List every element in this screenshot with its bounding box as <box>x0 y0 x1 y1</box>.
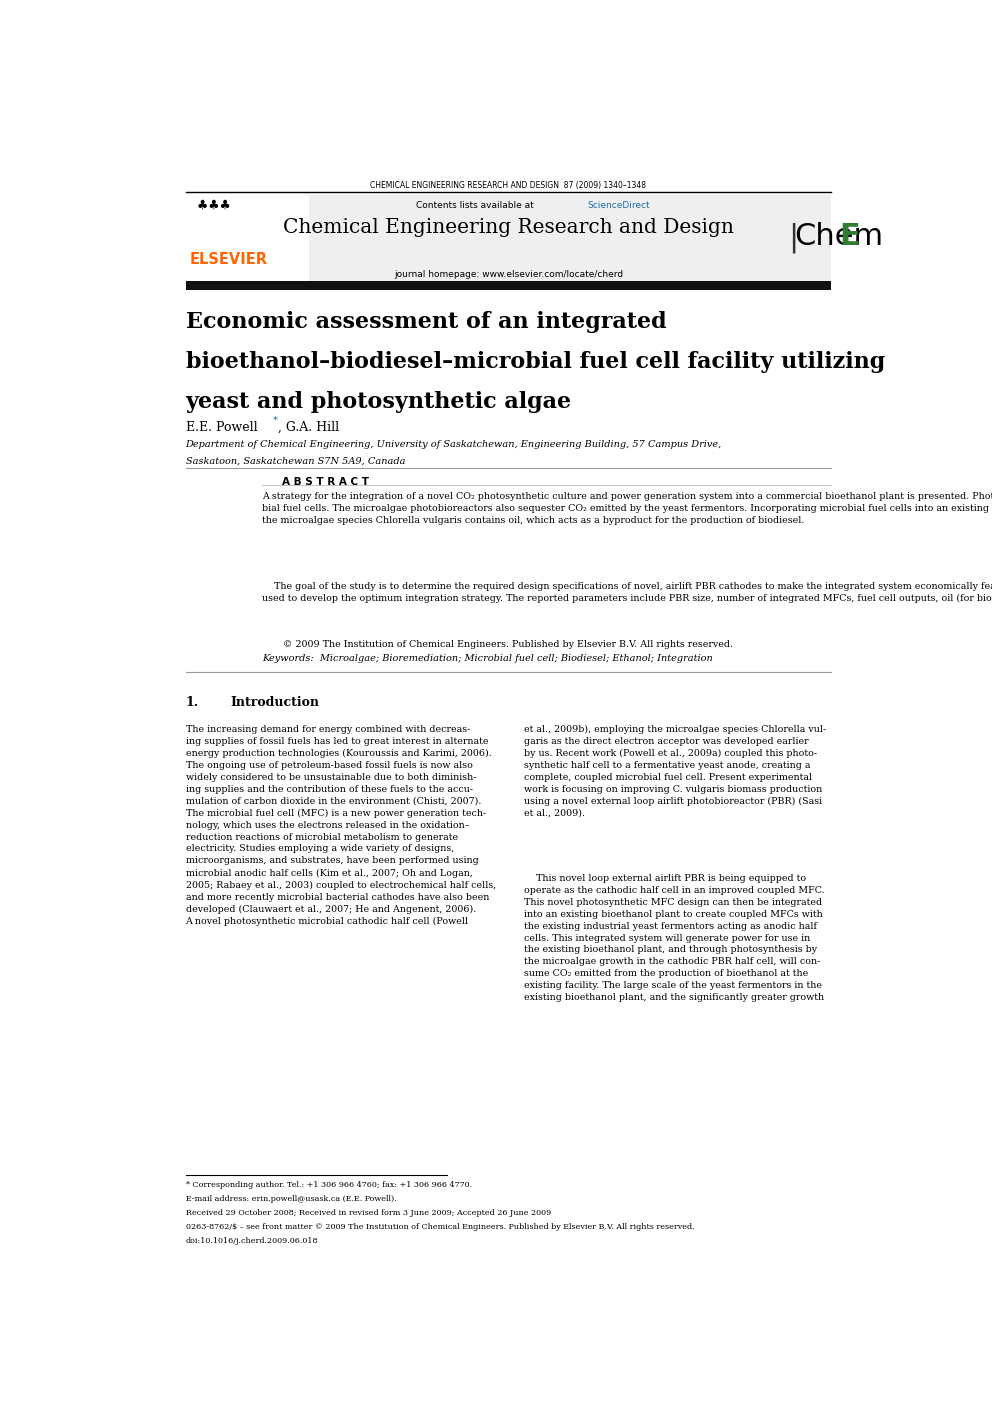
Text: ScienceDirect: ScienceDirect <box>587 201 650 210</box>
Text: This novel loop external airlift PBR is being equipped to
operate as the cathodi: This novel loop external airlift PBR is … <box>524 874 824 1002</box>
Text: Chem: Chem <box>795 222 884 251</box>
Text: The increasing demand for energy combined with decreas-
ing supplies of fossil f: The increasing demand for energy combine… <box>186 725 496 926</box>
Text: CHEMICAL ENGINEERING RESEARCH AND DESIGN  87 (2009) 1340–1348: CHEMICAL ENGINEERING RESEARCH AND DESIGN… <box>370 181 647 191</box>
Text: bioethanol–biodiesel–microbial fuel cell facility utilizing: bioethanol–biodiesel–microbial fuel cell… <box>186 351 885 373</box>
Text: Economic assessment of an integrated: Economic assessment of an integrated <box>186 311 667 333</box>
Text: Contents lists available at: Contents lists available at <box>417 201 537 210</box>
Text: , G.A. Hill: , G.A. Hill <box>278 421 339 434</box>
Text: Department of Chemical Engineering, University of Saskatchewan, Engineering Buil: Department of Chemical Engineering, Univ… <box>186 439 722 449</box>
Text: journal homepage: www.elsevier.com/locate/cherd: journal homepage: www.elsevier.com/locat… <box>394 269 623 279</box>
Text: E.E. Powell: E.E. Powell <box>186 421 257 434</box>
Text: ELSEVIER: ELSEVIER <box>189 251 268 267</box>
Text: Received 29 October 2008; Received in revised form 3 June 2009; Accepted 26 June: Received 29 October 2008; Received in re… <box>186 1209 551 1216</box>
Text: *: * <box>273 415 278 425</box>
Text: * Corresponding author. Tel.: +1 306 966 4760; fax: +1 306 966 4770.: * Corresponding author. Tel.: +1 306 966… <box>186 1180 471 1188</box>
Text: Chemical Engineering Research and Design: Chemical Engineering Research and Design <box>283 217 734 237</box>
Text: yeast and photosynthetic algae: yeast and photosynthetic algae <box>186 391 571 412</box>
Text: Saskatoon, Saskatchewan S7N 5A9, Canada: Saskatoon, Saskatchewan S7N 5A9, Canada <box>186 457 405 466</box>
Text: 1.: 1. <box>186 696 198 709</box>
Bar <box>186 195 831 282</box>
Bar <box>186 195 309 282</box>
Text: E-mail address: erin.powell@usask.ca (E.E. Powell).: E-mail address: erin.powell@usask.ca (E.… <box>186 1195 396 1202</box>
Bar <box>186 281 831 290</box>
Text: E: E <box>839 222 860 251</box>
Text: et al., 2009b), employing the microalgae species Chlorella vul-
garis as the dir: et al., 2009b), employing the microalgae… <box>524 725 826 818</box>
Text: © 2009 The Institution of Chemical Engineers. Published by Elsevier B.V. All rig: © 2009 The Institution of Chemical Engin… <box>284 640 733 650</box>
Text: |: | <box>789 222 799 253</box>
Text: A strategy for the integration of a novel CO₂ photosynthetic culture and power g: A strategy for the integration of a nove… <box>262 492 992 525</box>
Text: A B S T R A C T: A B S T R A C T <box>282 477 369 487</box>
Text: doi:10.1016/j.cherd.2009.06.018: doi:10.1016/j.cherd.2009.06.018 <box>186 1237 318 1244</box>
Text: ♣♣♣: ♣♣♣ <box>189 199 231 212</box>
Text: Introduction: Introduction <box>230 696 319 709</box>
Text: The goal of the study is to determine the required design specifications of nove: The goal of the study is to determine th… <box>262 582 992 603</box>
Text: Keywords:  Microalgae; Bioremediation; Microbial fuel cell; Biodiesel; Ethanol; : Keywords: Microalgae; Bioremediation; Mi… <box>262 654 713 664</box>
Text: 0263-8762/$ – see front matter © 2009 The Institution of Chemical Engineers. Pub: 0263-8762/$ – see front matter © 2009 Th… <box>186 1223 694 1230</box>
